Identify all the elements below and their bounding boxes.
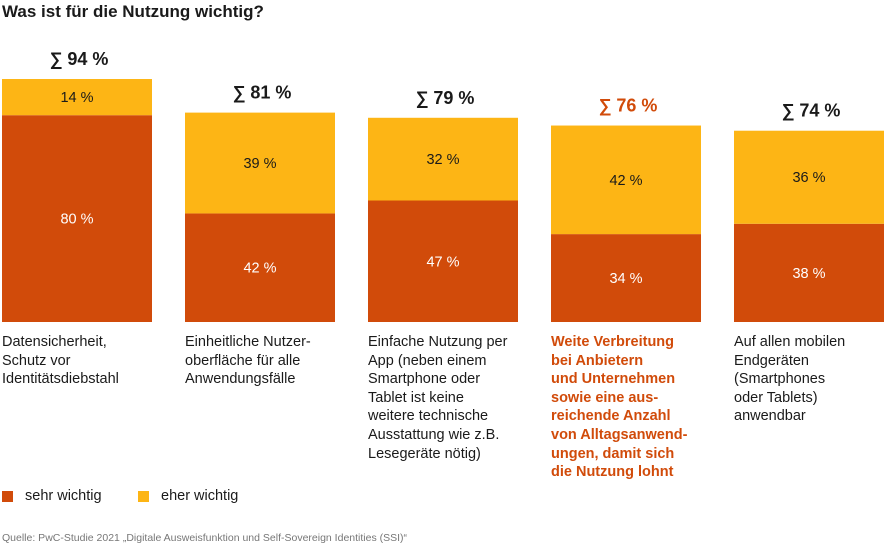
data-label-eher-wichtig-nutzeroberflaeche: 39 % bbox=[243, 156, 276, 172]
legend-label-sehr-wichtig: sehr wichtig bbox=[25, 488, 102, 504]
bar-sehr-wichtig-verbreitung bbox=[551, 234, 701, 322]
legend-label-eher-wichtig: eher wichtig bbox=[161, 488, 239, 504]
source-note: Quelle: PwC-Studie 2021 „Digitale Auswei… bbox=[2, 532, 408, 544]
data-label-sehr-wichtig-nutzeroberflaeche: 42 % bbox=[243, 261, 276, 277]
data-label-eher-wichtig-mobile-endgeraete: 36 % bbox=[792, 170, 825, 186]
data-label-sehr-wichtig-verbreitung: 34 % bbox=[609, 271, 642, 287]
bar-caption-1: Einheitliche Nutzer-oberfläche für alle A… bbox=[185, 334, 311, 388]
data-label-eher-wichtig-verbreitung: 42 % bbox=[609, 173, 642, 189]
bar-eher-wichtig-einfache-nutzung bbox=[368, 117, 518, 201]
legend-item-eher-wichtig: eher wichtig bbox=[138, 488, 238, 504]
total-label-einfache-nutzung: ∑ 79 % bbox=[416, 88, 475, 108]
bar-sehr-wichtig-einfache-nutzung bbox=[368, 200, 518, 322]
bar-caption-4: Auf allen mobilen Endgeräten (Smartphones o… bbox=[734, 334, 846, 425]
data-label-eher-wichtig-einfache-nutzung: 32 % bbox=[426, 152, 459, 168]
data-label-sehr-wichtig-datensicherheit: 80 % bbox=[60, 212, 93, 228]
total-label-verbreitung: ∑ 76 % bbox=[599, 96, 658, 116]
bar-sehr-wichtig-nutzeroberflaeche bbox=[185, 213, 335, 322]
data-label-sehr-wichtig-einfache-nutzung: 47 % bbox=[426, 254, 459, 270]
legend-swatch-eher-wichtig bbox=[138, 490, 149, 502]
bar-sehr-wichtig-datensicherheit bbox=[2, 115, 152, 322]
stacked-bar-chart: 80 % 14 % ∑ 94 % 42 % 39 % ∑ 81 % 47 % 32 % ∑ 79… bbox=[2, 49, 884, 322]
chart-title: Was ist für die Nutzung wichtig? bbox=[2, 2, 264, 21]
legend-item-sehr-wichtig: sehr wichtig bbox=[2, 488, 102, 504]
bar-eher-wichtig-verbreitung bbox=[551, 125, 701, 235]
data-label-eher-wichtig-datensicherheit: 14 % bbox=[60, 90, 93, 106]
bar-eher-wichtig-datensicherheit bbox=[2, 79, 152, 116]
total-label-mobile-endgeraete: ∑ 74 % bbox=[782, 101, 841, 121]
data-label-sehr-wichtig-mobile-endgeraete: 38 % bbox=[792, 266, 825, 282]
bar-sehr-wichtig-mobile-endgeraete bbox=[734, 223, 884, 322]
legend-swatch-sehr-wichtig bbox=[2, 490, 13, 502]
bar-caption-2: Einfache Nutzung per App (neben einem Smar… bbox=[368, 334, 508, 462]
bar-caption-3: Weite Verbreitung bei Anbietern und Untern… bbox=[551, 334, 688, 481]
total-label-nutzeroberflaeche: ∑ 81 % bbox=[233, 83, 292, 103]
bar-caption-0: Datensicherheit, Schutz vor Identitätsdieb… bbox=[2, 334, 119, 388]
total-label-datensicherheit: ∑ 94 % bbox=[50, 49, 109, 69]
bar-eher-wichtig-nutzeroberflaeche bbox=[185, 112, 335, 214]
bar-eher-wichtig-mobile-endgeraete bbox=[734, 130, 884, 224]
